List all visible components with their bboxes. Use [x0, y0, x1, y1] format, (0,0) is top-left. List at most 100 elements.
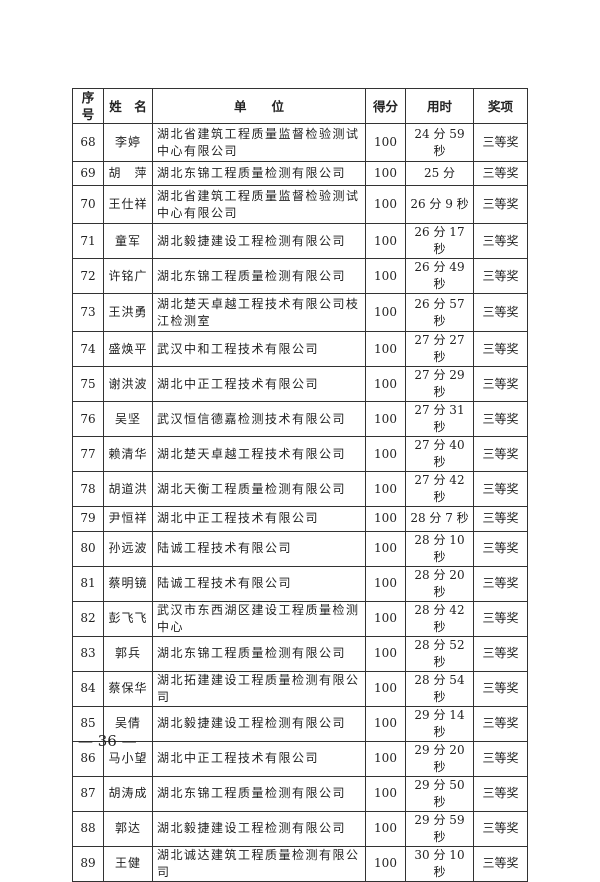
cell-award: 三等奖 [473, 740, 528, 777]
cell-name: 王洪勇 [103, 293, 153, 333]
cell-unit: 湖北天衡工程质量检测有限公司 [152, 471, 366, 508]
cell-unit: 湖北东锦工程质量检测有限公司 [152, 635, 366, 672]
cell-award: 三等奖 [473, 775, 528, 812]
header-score: 得分 [365, 88, 406, 124]
cell-unit: 湖北毅捷建设工程检测有限公司 [152, 223, 366, 260]
cell-index: 71 [72, 223, 104, 260]
cell-index: 81 [72, 565, 104, 602]
table-row: 79 尹恒祥 湖北中正工程技术有限公司 100 28 分 7 秒三等奖 [72, 506, 528, 532]
cell-unit: 湖北东锦工程质量检测有限公司 [152, 160, 366, 187]
table-row: 68 李婷 湖北省建筑工程质量监督检验测试中心有限公司 100 24 分 59 秒三等奖 [72, 123, 528, 162]
cell-name: 赖清华 [103, 436, 153, 473]
table-row: 81 蔡明镜 陆诚工程技术有限公司 100 28 分 20 秒三等奖 [72, 565, 528, 602]
cell-name: 孙远波 [103, 530, 153, 567]
cell-name: 盛焕平 [103, 331, 153, 368]
cell-award: 三等奖 [473, 293, 528, 333]
page-number: — 36 — [78, 732, 137, 750]
cell-name: 郭兵 [103, 635, 153, 672]
cell-index: 68 [72, 123, 104, 162]
cell-time: 26 分 57 秒 [405, 293, 474, 333]
table-row: 77 赖清华 湖北楚天卓越工程技术有限公司 100 27 分 40 秒三等奖 [72, 436, 528, 473]
cell-name: 尹恒祥 [103, 506, 153, 532]
cell-score: 100 [365, 740, 406, 777]
cell-unit: 湖北东锦工程质量检测有限公司 [152, 258, 366, 295]
table-row: 70 王仕祥 湖北省建筑工程质量监督检验测试中心有限公司 100 26 分 9 秒三等奖 [72, 185, 528, 225]
cell-score: 100 [365, 565, 406, 602]
cell-name: 王仕祥 [103, 185, 153, 225]
cell-unit: 湖北省建筑工程质量监督检验测试中心有限公司 [152, 123, 366, 162]
cell-award: 三等奖 [473, 331, 528, 368]
cell-index: 74 [72, 331, 104, 368]
cell-score: 100 [365, 845, 406, 882]
cell-index: 85 [72, 705, 104, 742]
cell-index: 69 [72, 160, 104, 187]
cell-index: 70 [72, 185, 104, 225]
cell-score: 100 [365, 401, 406, 438]
cell-time: 29 分 20 秒 [405, 740, 474, 777]
cell-index: 73 [72, 293, 104, 333]
cell-unit: 武汉市东西湖区建设工程质量检测中心 [152, 600, 366, 637]
cell-index: 89 [72, 845, 104, 882]
cell-name: 胡道洪 [103, 471, 153, 508]
table-row: 82 彭飞飞 武汉市东西湖区建设工程质量检测中心 100 28 分 42 秒三等奖 [72, 600, 528, 637]
cell-score: 100 [365, 160, 406, 187]
cell-name: 彭飞飞 [103, 600, 153, 637]
table-row: 78 胡道洪 湖北天衡工程质量检测有限公司 100 27 分 42 秒三等奖 [72, 471, 528, 508]
cell-time: 28 分 20 秒 [405, 565, 474, 602]
cell-award: 三等奖 [473, 530, 528, 567]
cell-award: 三等奖 [473, 506, 528, 532]
cell-unit: 陆诚工程技术有限公司 [152, 565, 366, 602]
cell-index: 82 [72, 600, 104, 637]
cell-name: 李婷 [103, 123, 153, 162]
cell-time: 29 分 50 秒 [405, 775, 474, 812]
cell-score: 100 [365, 293, 406, 333]
cell-award: 三等奖 [473, 810, 528, 847]
cell-time: 27 分 27 秒 [405, 331, 474, 368]
cell-score: 100 [365, 635, 406, 672]
header-award: 奖项 [473, 88, 528, 124]
cell-index: 76 [72, 401, 104, 438]
cell-award: 三等奖 [473, 845, 528, 882]
cell-time: 27 分 42 秒 [405, 471, 474, 508]
cell-time: 27 分 31 秒 [405, 401, 474, 438]
cell-time: 28 分 52 秒 [405, 635, 474, 672]
table-row: 89 王健 湖北诚达建筑工程质量检测有限公司 100 30 分 10 秒三等奖 [72, 845, 528, 882]
cell-index: 75 [72, 366, 104, 403]
cell-index: 84 [72, 670, 104, 707]
cell-name: 胡 萍 [103, 160, 153, 187]
header-name: 姓 名 [103, 88, 153, 124]
cell-unit: 湖北毅捷建设工程检测有限公司 [152, 705, 366, 742]
header-unit: 单 位 [152, 88, 366, 124]
cell-name: 胡涛成 [103, 775, 153, 812]
cell-time: 29 分 59 秒 [405, 810, 474, 847]
cell-score: 100 [365, 223, 406, 260]
cell-score: 100 [365, 185, 406, 225]
cell-unit: 湖北毅捷建设工程检测有限公司 [152, 810, 366, 847]
cell-time: 28 分 42 秒 [405, 600, 474, 637]
cell-name: 许铭广 [103, 258, 153, 295]
cell-time: 27 分 40 秒 [405, 436, 474, 473]
cell-score: 100 [365, 530, 406, 567]
cell-award: 三等奖 [473, 670, 528, 707]
cell-time: 29 分 14 秒 [405, 705, 474, 742]
cell-award: 三等奖 [473, 705, 528, 742]
cell-score: 100 [365, 331, 406, 368]
cell-score: 100 [365, 810, 406, 847]
cell-index: 77 [72, 436, 104, 473]
cell-name: 蔡保华 [103, 670, 153, 707]
table-row: 83 郭兵 湖北东锦工程质量检测有限公司 100 28 分 52 秒三等奖 [72, 635, 528, 672]
cell-unit: 湖北中正工程技术有限公司 [152, 506, 366, 532]
cell-score: 100 [365, 258, 406, 295]
cell-score: 100 [365, 436, 406, 473]
cell-award: 三等奖 [473, 366, 528, 403]
cell-name: 王健 [103, 845, 153, 882]
cell-unit: 陆诚工程技术有限公司 [152, 530, 366, 567]
cell-index: 88 [72, 810, 104, 847]
cell-score: 100 [365, 775, 406, 812]
cell-award: 三等奖 [473, 223, 528, 260]
table-row: 88 郭达 湖北毅捷建设工程检测有限公司 100 29 分 59 秒三等奖 [72, 810, 528, 847]
cell-unit: 湖北楚天卓越工程技术有限公司 [152, 436, 366, 473]
table-row: 74 盛焕平 武汉中和工程技术有限公司 100 27 分 27 秒三等奖 [72, 331, 528, 368]
table-row: 75 谢洪波 湖北中正工程技术有限公司 100 27 分 29 秒三等奖 [72, 366, 528, 403]
cell-award: 三等奖 [473, 600, 528, 637]
